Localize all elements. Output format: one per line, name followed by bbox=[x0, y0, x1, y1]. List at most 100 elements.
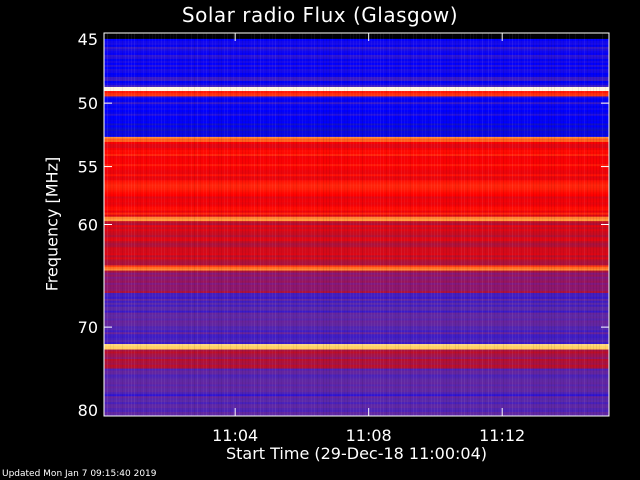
x-tick-label: 11:04 bbox=[212, 426, 258, 445]
time-stripe bbox=[386, 33, 387, 416]
time-stripe bbox=[296, 33, 297, 416]
time-stripe bbox=[446, 33, 447, 416]
spectrogram-band-row bbox=[104, 42, 609, 46]
spectrogram-band-row bbox=[104, 353, 609, 356]
spectrogram-band-row bbox=[104, 50, 609, 54]
time-stripe bbox=[134, 33, 135, 416]
spectrogram-band-row bbox=[104, 265, 609, 268]
spectrogram-band-row bbox=[104, 298, 609, 302]
spectrogram-band-row bbox=[104, 117, 609, 120]
spectrogram-band-row bbox=[104, 160, 609, 163]
spectrogram-band-row bbox=[104, 347, 609, 350]
time-stripe bbox=[599, 33, 600, 416]
time-stripe bbox=[506, 33, 507, 416]
time-stripe bbox=[398, 33, 399, 416]
spectrogram-band-row bbox=[104, 206, 609, 209]
spectrogram-band-row bbox=[104, 255, 609, 258]
spectrogram-band-row bbox=[104, 290, 609, 294]
time-stripe bbox=[419, 33, 420, 416]
time-stripe bbox=[167, 33, 168, 416]
spectrogram-band-row bbox=[104, 113, 609, 117]
time-stripe bbox=[548, 33, 549, 416]
time-stripe bbox=[155, 33, 156, 416]
time-stripe bbox=[242, 33, 243, 416]
spectrogram-band-row bbox=[104, 249, 609, 252]
spectrogram-band-row bbox=[104, 314, 609, 317]
spectrogram-band-row bbox=[104, 33, 609, 36]
time-stripe bbox=[173, 33, 174, 416]
time-stripe bbox=[347, 33, 348, 416]
time-stripe bbox=[131, 33, 132, 416]
spectrogram-band-row bbox=[104, 188, 609, 191]
spectrogram-band-row bbox=[104, 164, 609, 167]
time-stripe bbox=[590, 33, 591, 416]
time-stripe bbox=[569, 33, 570, 416]
spectrogram-band-row bbox=[104, 72, 609, 76]
time-stripe bbox=[497, 33, 498, 416]
spectrogram-bands bbox=[104, 33, 609, 417]
spectrogram-band-row bbox=[104, 70, 609, 74]
spectrogram-band-row bbox=[104, 64, 609, 68]
time-stripe bbox=[485, 33, 486, 416]
spectrogram-band-row bbox=[104, 268, 609, 271]
spectrogram-band-row bbox=[104, 338, 609, 341]
spectrogram-band-row bbox=[104, 372, 609, 375]
time-stripe bbox=[290, 33, 291, 416]
spectrogram-band-row bbox=[104, 306, 609, 310]
time-stripe bbox=[578, 33, 579, 416]
time-stripe bbox=[494, 33, 495, 416]
spectrogram-band-row bbox=[104, 170, 609, 173]
spectrogram-band-row bbox=[104, 194, 609, 197]
time-stripe bbox=[443, 33, 444, 416]
time-stripe bbox=[218, 33, 219, 416]
time-stripe bbox=[332, 33, 333, 416]
spectrogram-band-row bbox=[104, 200, 609, 203]
time-stripe bbox=[464, 33, 465, 416]
spectrogram-band-row bbox=[104, 109, 609, 113]
time-stripe bbox=[509, 33, 510, 416]
spectrogram-band-row bbox=[104, 292, 609, 296]
spectrogram-band-row bbox=[104, 251, 609, 254]
time-stripe bbox=[122, 33, 123, 416]
spectrogram-band-row bbox=[104, 86, 609, 90]
time-stripe bbox=[353, 33, 354, 416]
spectrogram-band-row bbox=[104, 68, 609, 72]
time-stripe bbox=[359, 33, 360, 416]
time-stripe bbox=[350, 33, 351, 416]
spectrogram-band-row bbox=[104, 152, 609, 155]
time-stripe bbox=[119, 33, 120, 416]
time-stripe bbox=[389, 33, 390, 416]
time-stripe bbox=[344, 33, 345, 416]
time-stripe bbox=[491, 33, 492, 416]
spectrogram-band-row bbox=[104, 92, 609, 96]
spectrogram-band-row bbox=[104, 376, 609, 379]
time-stripe bbox=[116, 33, 117, 416]
time-stripe bbox=[182, 33, 183, 416]
spectrogram-band-row bbox=[104, 257, 609, 260]
time-stripe bbox=[440, 33, 441, 416]
time-stripe bbox=[245, 33, 246, 416]
time-stripe bbox=[227, 33, 228, 416]
time-stripe bbox=[368, 33, 369, 416]
time-stripe bbox=[434, 33, 435, 416]
time-stripe bbox=[254, 33, 255, 416]
spectrogram-band-row bbox=[104, 247, 609, 250]
spectrogram-band-row bbox=[104, 52, 609, 56]
time-stripe bbox=[410, 33, 411, 416]
spectrogram-band-row bbox=[104, 131, 609, 134]
spectrogram-band-row bbox=[104, 134, 609, 138]
time-stripe bbox=[572, 33, 573, 416]
time-stripe bbox=[320, 33, 321, 416]
spectrogram-band-row bbox=[104, 208, 609, 212]
time-stripe bbox=[272, 33, 273, 416]
spectrogram-band-row bbox=[104, 180, 609, 183]
time-stripe bbox=[140, 33, 141, 416]
spectrogram-time-stripes bbox=[104, 33, 609, 416]
spectrogram-band-row bbox=[104, 198, 609, 201]
spectrogram-band-row bbox=[104, 147, 609, 151]
spectrogram-band-row bbox=[104, 229, 609, 232]
time-stripe bbox=[212, 33, 213, 416]
y-tick-label: 70 bbox=[78, 318, 98, 337]
time-stripe bbox=[371, 33, 372, 416]
